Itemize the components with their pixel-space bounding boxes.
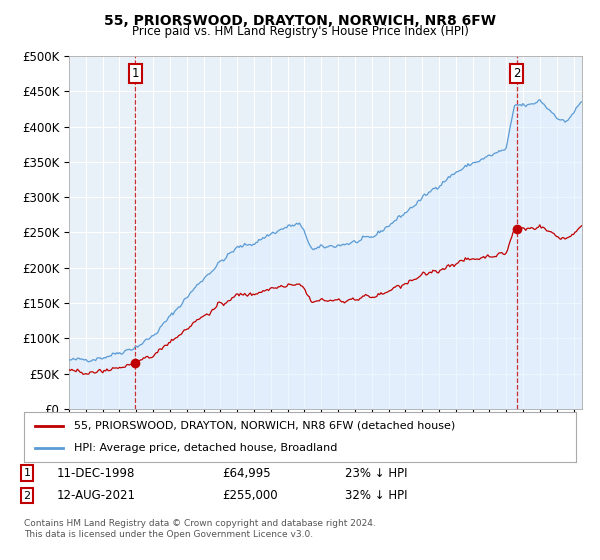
Text: 1: 1 bbox=[23, 468, 31, 478]
Text: 1: 1 bbox=[131, 67, 139, 80]
Text: £64,995: £64,995 bbox=[222, 466, 271, 480]
Text: 2: 2 bbox=[513, 67, 520, 80]
Text: 12-AUG-2021: 12-AUG-2021 bbox=[57, 489, 136, 502]
Text: Contains HM Land Registry data © Crown copyright and database right 2024.
This d: Contains HM Land Registry data © Crown c… bbox=[24, 520, 376, 539]
Text: 2: 2 bbox=[23, 491, 31, 501]
Text: HPI: Average price, detached house, Broadland: HPI: Average price, detached house, Broa… bbox=[74, 443, 337, 453]
Text: 55, PRIORSWOOD, DRAYTON, NORWICH, NR8 6FW (detached house): 55, PRIORSWOOD, DRAYTON, NORWICH, NR8 6F… bbox=[74, 421, 455, 431]
Text: 55, PRIORSWOOD, DRAYTON, NORWICH, NR8 6FW: 55, PRIORSWOOD, DRAYTON, NORWICH, NR8 6F… bbox=[104, 14, 496, 28]
Text: 32% ↓ HPI: 32% ↓ HPI bbox=[345, 489, 407, 502]
Text: 11-DEC-1998: 11-DEC-1998 bbox=[57, 466, 136, 480]
Text: £255,000: £255,000 bbox=[222, 489, 278, 502]
Text: Price paid vs. HM Land Registry's House Price Index (HPI): Price paid vs. HM Land Registry's House … bbox=[131, 25, 469, 38]
Text: 23% ↓ HPI: 23% ↓ HPI bbox=[345, 466, 407, 480]
